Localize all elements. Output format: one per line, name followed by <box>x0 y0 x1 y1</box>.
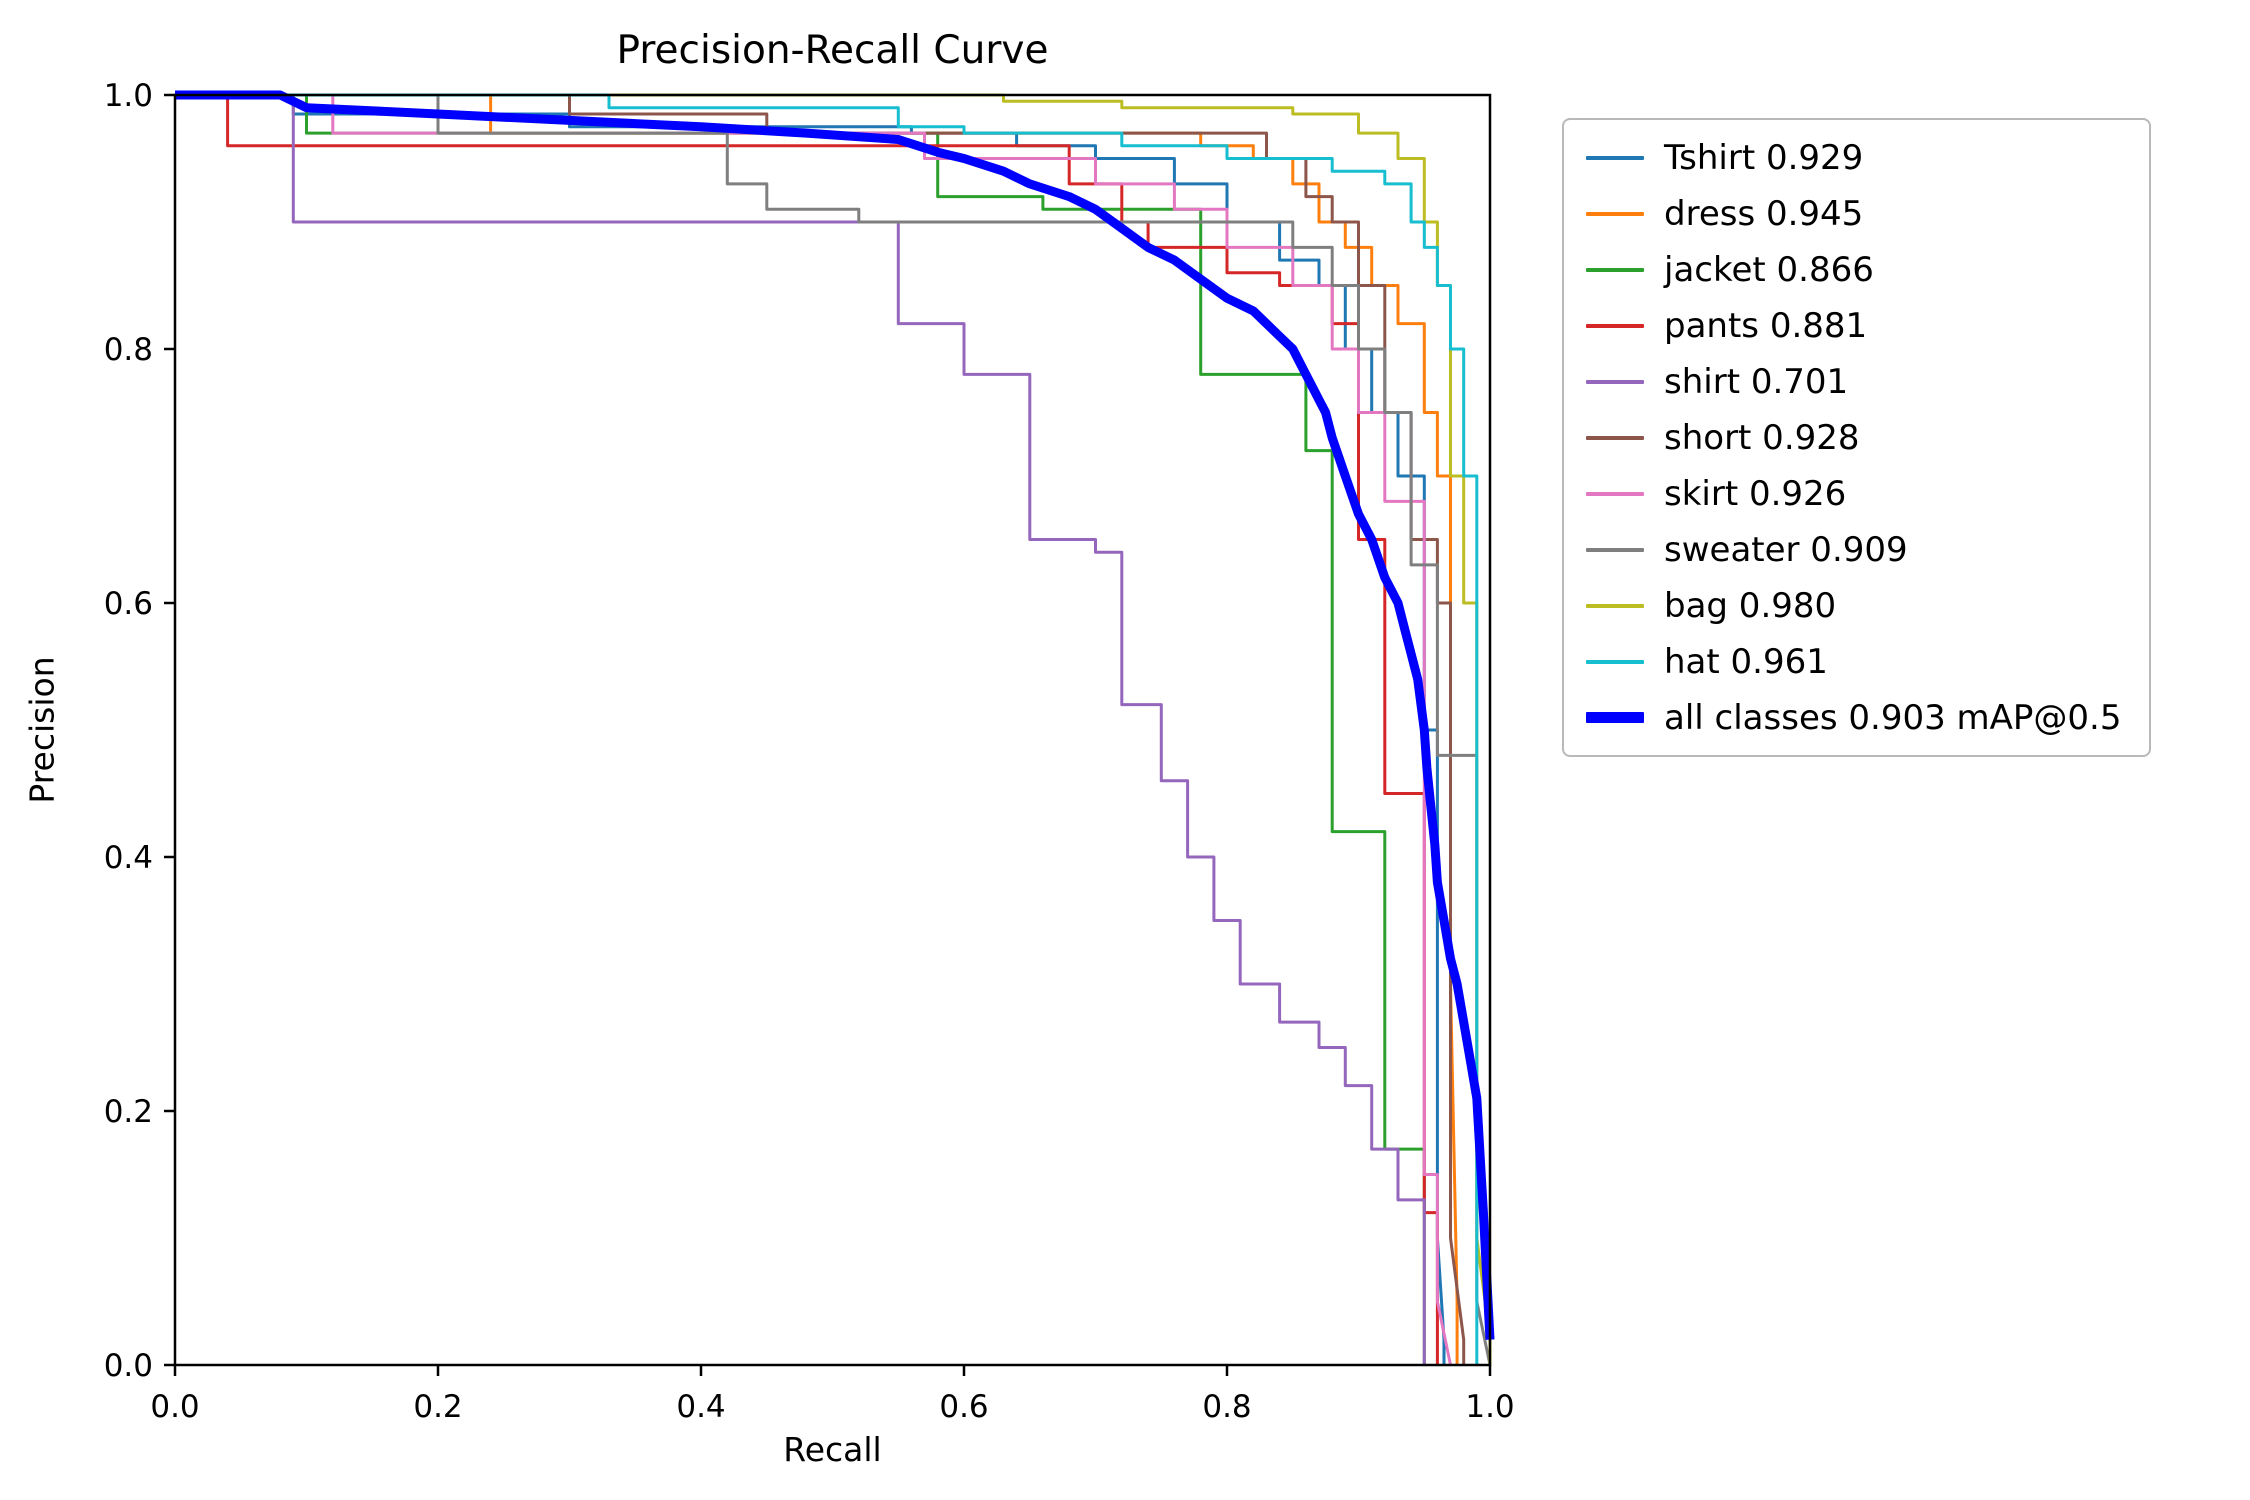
legend-label: shirt 0.701 <box>1664 361 1849 402</box>
legend-label: bag 0.980 <box>1664 585 1837 626</box>
series-line-sweater <box>175 93 1492 1366</box>
x-tick-label: 0.2 <box>413 1389 462 1425</box>
series-line-Tshirt <box>175 93 1446 1365</box>
legend-item: Tshirt 0.929 <box>1586 136 2121 179</box>
legend: Tshirt 0.929 dress 0.945 jacket 0.866 pants… <box>1562 118 2152 757</box>
legend-label: pants 0.881 <box>1664 305 1868 346</box>
legend-label: Tshirt 0.929 <box>1664 137 1864 178</box>
legend-label: short 0.928 <box>1664 417 1860 458</box>
legend-line-swatch <box>1586 491 1644 496</box>
series-line-all-classes <box>175 90 1495 1340</box>
y-axis-label: Precision <box>22 656 62 804</box>
legend-line-swatch <box>1586 712 1644 723</box>
legend-item: pants 0.881 <box>1586 304 2121 347</box>
y-tick-label: 0.8 <box>104 332 153 368</box>
x-tick-label: 0.4 <box>676 1389 725 1425</box>
series-line-pants <box>175 93 1439 1365</box>
legend-line-swatch <box>1586 435 1644 440</box>
legend-label: dress 0.945 <box>1664 193 1864 234</box>
x-axis-label: Recall <box>783 1430 882 1469</box>
plot-area: 0.0 0.2 0.4 0.6 0.8 1.0 0.0 0.2 0.4 0.6 0.8 1.0 <box>104 78 1515 1425</box>
y-tick-label: 0.0 <box>104 1348 153 1384</box>
legend-item: jacket 0.866 <box>1586 248 2121 291</box>
y-tick-label: 0.4 <box>104 840 153 876</box>
series-line-skirt <box>175 93 1452 1366</box>
legend-label: all classes 0.903 mAP@0.5 <box>1664 697 2122 738</box>
legend-item: sweater 0.909 <box>1586 528 2121 571</box>
legend-line-swatch <box>1586 323 1644 328</box>
legend-item: bag 0.980 <box>1586 584 2121 627</box>
legend-line-swatch <box>1586 267 1644 272</box>
series-line-dress <box>175 93 1459 1365</box>
legend-label: hat 0.961 <box>1664 641 1828 682</box>
legend-line-swatch <box>1586 547 1644 552</box>
y-tick-label: 0.6 <box>104 586 153 622</box>
legend-label: jacket 0.866 <box>1664 249 1874 290</box>
legend-item: skirt 0.926 <box>1586 472 2121 515</box>
legend-item: dress 0.945 <box>1586 192 2121 235</box>
y-tick-label: 0.2 <box>104 1094 153 1130</box>
legend-label: skirt 0.926 <box>1664 473 1847 514</box>
legend-item: hat 0.961 <box>1586 640 2121 683</box>
legend-line-swatch <box>1586 211 1644 216</box>
legend-item: short 0.928 <box>1586 416 2121 459</box>
legend-item: all classes 0.903 mAP@0.5 <box>1586 696 2121 739</box>
legend-line-swatch <box>1586 603 1644 608</box>
x-tick-label: 1.0 <box>1465 1389 1514 1425</box>
series-line-shirt <box>175 93 1426 1365</box>
legend-item: shirt 0.701 <box>1586 360 2121 403</box>
legend-line-swatch <box>1586 155 1644 160</box>
x-tick-label: 0.0 <box>150 1389 199 1425</box>
series-line-bag <box>175 93 1492 1365</box>
y-tick-label: 1.0 <box>104 78 153 114</box>
legend-label: sweater 0.909 <box>1664 529 1908 570</box>
series-line-short <box>175 93 1466 1365</box>
x-tick-label: 0.6 <box>939 1389 988 1425</box>
chart-title: Precision-Recall Curve <box>616 28 1049 73</box>
x-tick-label: 0.8 <box>1202 1389 1251 1425</box>
series-line-jacket <box>175 93 1426 1365</box>
axes-spine <box>173 93 1492 1367</box>
plot-canvas: 0.0 0.2 0.4 0.6 0.8 1.0 0.0 0.2 0.4 0.6 0.8 1.0 <box>104 78 1515 1425</box>
legend-line-swatch <box>1586 379 1644 384</box>
series-line-hat <box>175 93 1479 1365</box>
legend-line-swatch <box>1586 659 1644 664</box>
